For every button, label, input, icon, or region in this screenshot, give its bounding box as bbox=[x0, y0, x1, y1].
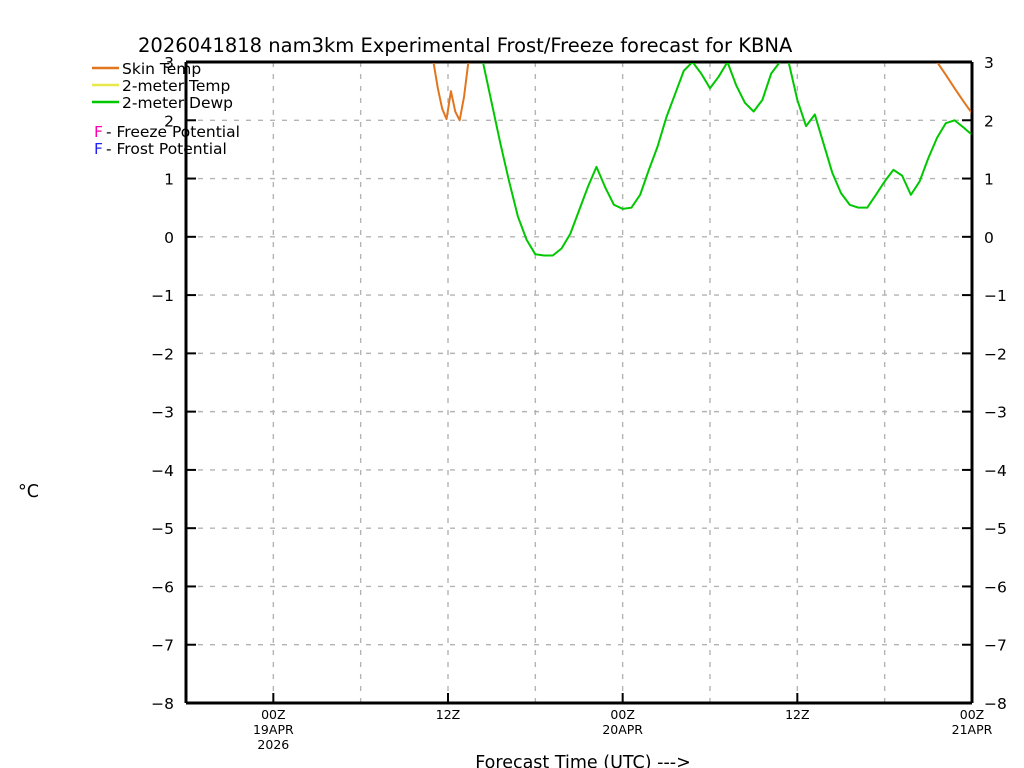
plot-frame bbox=[184, 60, 974, 705]
data-series-group bbox=[432, 63, 971, 257]
y-tick-label-right: −8 bbox=[984, 695, 1007, 713]
y-tick-label-right: −2 bbox=[984, 345, 1007, 363]
y-tick-label-right: 0 bbox=[984, 229, 994, 247]
y-tick-label-left: 1 bbox=[164, 171, 174, 189]
y-tick-label-left: −4 bbox=[151, 462, 174, 480]
x-tick-label: 12Z bbox=[785, 707, 809, 722]
x-tick-label: 00Z bbox=[610, 707, 634, 722]
legend-swatch-letter: F bbox=[94, 140, 103, 158]
chart-title: 2026041818 nam3km Experimental Frost/Fre… bbox=[138, 34, 793, 57]
x-tick-label: 00Z bbox=[261, 707, 285, 722]
x-tick-label: 12Z bbox=[436, 707, 460, 722]
y-tick-label-left: −2 bbox=[151, 345, 174, 363]
y-tick-label-right: −7 bbox=[984, 637, 1007, 655]
x-tick-label: 20APR bbox=[602, 722, 643, 737]
y-tick-label-left: 3 bbox=[164, 54, 174, 72]
y-tick-label-right: 3 bbox=[984, 54, 994, 72]
y-axis-ticks-right: 3 2 1 0 −1 −2 −3 −4 −5 −6 −7 −8 bbox=[962, 54, 1007, 713]
x-tick-label: 00Z bbox=[960, 707, 984, 722]
legend-label: 2-meter Temp bbox=[122, 77, 230, 95]
y-tick-label-left: 0 bbox=[164, 229, 174, 247]
y-tick-label-left: 2 bbox=[164, 112, 174, 130]
y-tick-label-left: −7 bbox=[151, 637, 174, 655]
y-tick-label-left: −1 bbox=[151, 287, 174, 305]
y-tick-label-left: −3 bbox=[151, 404, 174, 422]
y-axis-ticks-left: 3 2 1 0 −1 −2 −3 −4 −5 −6 −7 −8 bbox=[151, 54, 196, 713]
legend-label: Skin Temp bbox=[122, 60, 201, 78]
x-tick-label: 19APR bbox=[253, 722, 294, 737]
legend-label: - Freeze Potential bbox=[106, 123, 240, 141]
y-tick-label-left: −5 bbox=[151, 520, 174, 538]
legend-label: - Frost Potential bbox=[106, 140, 227, 158]
y-tick-label-right: −4 bbox=[984, 462, 1007, 480]
series-line bbox=[432, 63, 470, 122]
y-tick-label-right: −1 bbox=[984, 287, 1007, 305]
y-tick-label-right: −3 bbox=[984, 404, 1007, 422]
y-tick-label-right: 2 bbox=[984, 112, 994, 130]
y-axis-title: °C bbox=[18, 482, 39, 502]
x-axis-title: Forecast Time (UTC) ---> bbox=[475, 753, 691, 768]
series-line bbox=[482, 63, 971, 257]
y-tick-label-right: −5 bbox=[984, 520, 1007, 538]
x-tick-label: 21APR bbox=[952, 722, 993, 737]
y-tick-label-right: −6 bbox=[984, 578, 1007, 596]
y-tick-label-left: −8 bbox=[151, 695, 174, 713]
y-tick-label-right: 1 bbox=[984, 171, 994, 189]
legend-label: 2-meter Dewp bbox=[122, 94, 233, 112]
legend-swatch-letter: F bbox=[94, 123, 103, 141]
x-tick-label: 2026 bbox=[257, 737, 289, 752]
series-line bbox=[936, 63, 971, 114]
y-tick-label-left: −6 bbox=[151, 578, 174, 596]
